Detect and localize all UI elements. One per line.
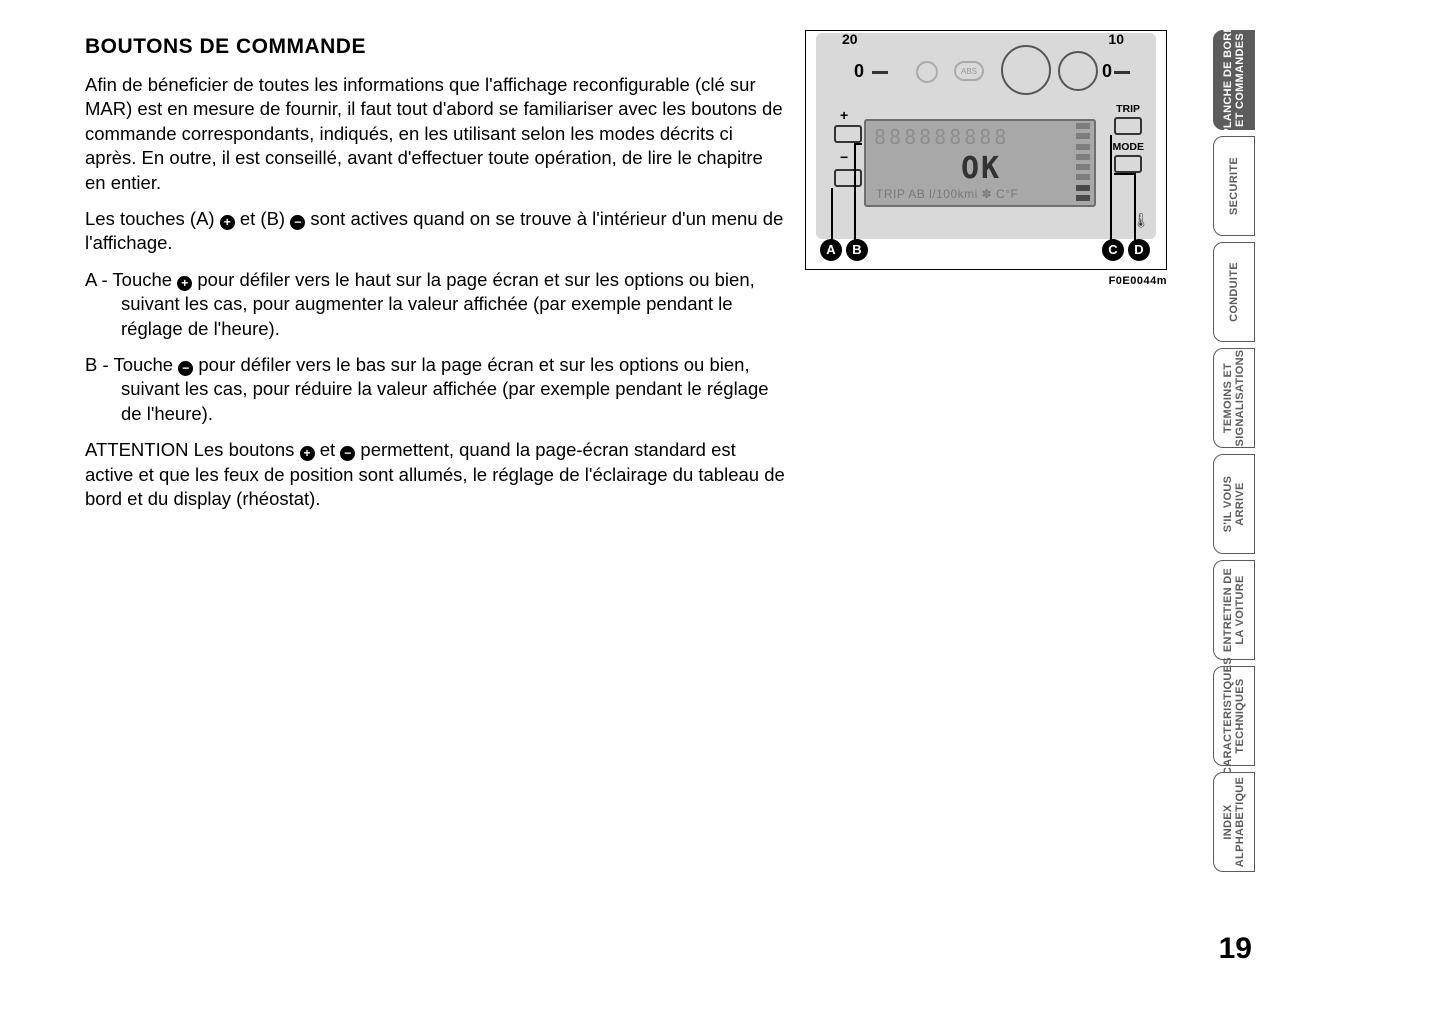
lcd-display: 888888888 OK TRIP AB l/100kmi ✽ C°F	[864, 119, 1096, 207]
marker-a: A	[820, 239, 842, 261]
plus-icon: +	[300, 446, 315, 461]
button-plus	[834, 125, 862, 143]
minus-icon: −	[178, 361, 193, 376]
side-tabs: PLANCHE DE BORDET COMMANDES SECURITE CON…	[1213, 30, 1255, 872]
text: Les touches (A)	[85, 208, 220, 229]
tab-label: CARACTERISTIQUESTECHNIQUES	[1222, 657, 1246, 775]
lcd-segments: 888888888	[874, 125, 1009, 149]
minus-icon: −	[340, 446, 355, 461]
gauge-circle	[1058, 51, 1098, 91]
figure-frame: 20 10 0 0 ABS + − TRIP MODE 888888888 OK…	[805, 30, 1167, 270]
paragraph-touches: Les touches (A) + et (B) − sont actives …	[85, 207, 785, 256]
text: B - Touche	[85, 354, 173, 375]
lead-line	[1114, 173, 1136, 175]
body-text: Afin de béneficier de toutes les informa…	[85, 73, 785, 512]
lead-line	[854, 143, 856, 248]
tab-planche-de-bord[interactable]: PLANCHE DE BORDET COMMANDES	[1213, 30, 1255, 130]
gauge-tick-right: 10	[1108, 31, 1124, 47]
button-trip	[1114, 117, 1142, 135]
gauge-mark	[1114, 71, 1130, 74]
gauge-zero-right: 0	[1102, 61, 1112, 82]
plus-icon: +	[220, 215, 235, 230]
gauge-circle	[1001, 45, 1051, 95]
lead-line	[854, 143, 862, 145]
marker-d: D	[1128, 239, 1150, 261]
lead-line	[1134, 173, 1136, 248]
tab-label: CONDUITE	[1228, 262, 1240, 322]
item-a: A - Touche + pour défiler vers le haut s…	[85, 268, 785, 341]
item-b: B - Touche − pour défiler vers le bas su…	[85, 353, 785, 426]
tab-label: SECURITE	[1228, 157, 1240, 215]
text: pour défiler vers le bas sur la page écr…	[121, 354, 769, 424]
text: pour défiler vers le haut sur la page éc…	[121, 269, 755, 339]
marker-c: C	[1102, 239, 1124, 261]
tab-conduite[interactable]: CONDUITE	[1213, 242, 1255, 342]
tab-label: TEMOINS ETSIGNALISATIONS	[1222, 350, 1246, 447]
marker-b: B	[846, 239, 868, 261]
text: et	[320, 439, 341, 460]
lcd-ok-text: OK	[961, 151, 1001, 186]
fuel-gauge	[1076, 123, 1090, 201]
tab-entretien[interactable]: ENTRETIEN DELA VOITURE	[1213, 560, 1255, 660]
paragraph-attention: ATTENTION Les boutons + et − permettent,…	[85, 438, 785, 511]
tab-sil-vous-arrive[interactable]: S'IL VOUSARRIVE	[1213, 454, 1255, 554]
trip-label: TRIP	[1116, 103, 1140, 115]
minus-label: −	[840, 149, 848, 165]
tab-label: INDEXALPHABETIQUE	[1222, 777, 1246, 867]
button-mode	[1114, 155, 1142, 173]
mode-label: MODE	[1113, 141, 1145, 153]
tab-securite[interactable]: SECURITE	[1213, 136, 1255, 236]
gauge-mark	[872, 71, 888, 74]
figure-dashboard: 20 10 0 0 ABS + − TRIP MODE 888888888 OK…	[805, 30, 1167, 287]
tab-caracteristiques[interactable]: CARACTERISTIQUESTECHNIQUES	[1213, 666, 1255, 766]
tab-label: S'IL VOUSARRIVE	[1222, 476, 1246, 532]
plus-icon: +	[177, 276, 192, 291]
gauge-tick-left: 20	[842, 31, 858, 47]
tab-label: PLANCHE DE BORDET COMMANDES	[1222, 24, 1246, 135]
plus-label: +	[840, 107, 848, 123]
tab-label: ENTRETIEN DELA VOITURE	[1222, 568, 1246, 652]
text: A - Touche	[85, 269, 172, 290]
marker-row: A B C D	[816, 239, 1156, 265]
paragraph-intro: Afin de béneficier de toutes les informa…	[85, 73, 785, 195]
text: et (B)	[240, 208, 290, 229]
abs-icon: ABS	[954, 61, 984, 81]
lcd-bottom-text: TRIP AB l/100kmi ✽ C°F	[876, 187, 1018, 201]
tab-temoins[interactable]: TEMOINS ETSIGNALISATIONS	[1213, 348, 1255, 448]
page-number: 19	[1219, 932, 1252, 966]
lead-line	[1110, 135, 1112, 248]
figure-caption: F0E0044m	[805, 275, 1167, 287]
warning-icon	[916, 61, 938, 83]
tab-index[interactable]: INDEXALPHABETIQUE	[1213, 772, 1255, 872]
gauge-zero-left: 0	[854, 61, 864, 82]
button-minus	[834, 169, 862, 187]
minus-icon: −	[290, 215, 305, 230]
text: ATTENTION Les boutons	[85, 439, 300, 460]
